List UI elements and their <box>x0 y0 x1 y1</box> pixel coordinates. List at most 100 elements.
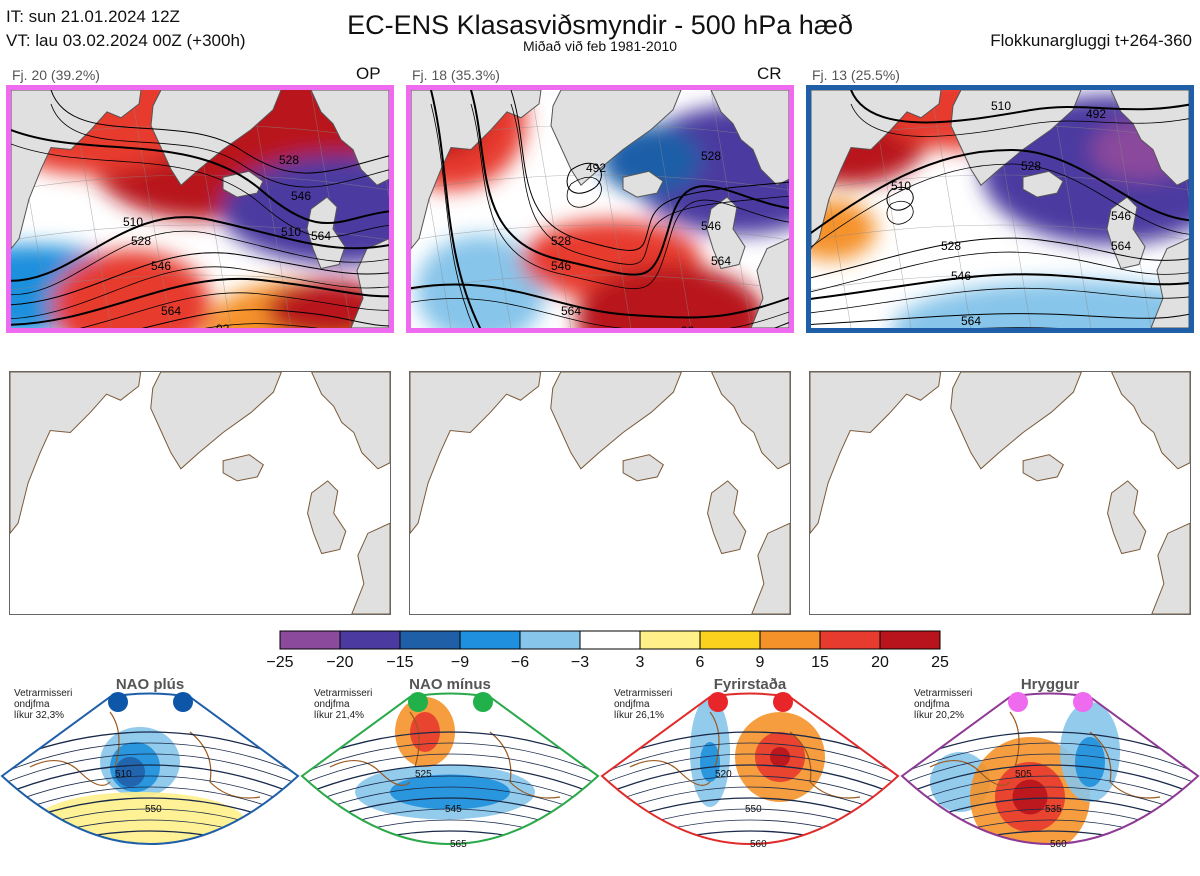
anomaly-map: 51052854651052854656456492 <box>11 90 389 328</box>
contour-label: 92 <box>681 324 695 328</box>
regime-anomaly <box>1010 851 1050 863</box>
contour-label: 510 <box>123 215 143 229</box>
landmass-britain <box>1107 480 1147 555</box>
height-contour <box>11 277 389 326</box>
landmass-canada <box>811 90 942 250</box>
parallel <box>11 274 389 291</box>
weather-regimes: NAO plús Vetrarmisseri ondjfma líkur 32,3% 5… <box>0 672 1200 871</box>
regime-panels: NAO plús Vetrarmisseri ondjfma líkur 32,3% 5… <box>0 676 1200 863</box>
landmass-europe <box>351 522 390 614</box>
regime-description: ondjfma <box>914 699 950 710</box>
regime-contour <box>302 742 598 779</box>
regime-title: Hryggur <box>1021 676 1080 693</box>
contour-label: 528 <box>701 149 721 163</box>
chart-title: EC-ENS Klasasviðsmyndir - 500 hPa hæð <box>347 10 853 40</box>
cluster-1-map: 51052854651052854656456492 <box>6 85 394 333</box>
landmass-scandinavia <box>1110 90 1189 186</box>
height-contour <box>50 90 389 174</box>
colorbar-bin <box>459 630 521 650</box>
regime-contour-label: 550 <box>745 804 762 815</box>
regime-anomaly <box>770 747 790 767</box>
regime-contour <box>602 775 898 812</box>
height-contour <box>11 216 389 282</box>
meridian <box>650 90 692 328</box>
contour-label: 510 <box>281 225 301 239</box>
height-contour <box>11 266 389 319</box>
height-contour <box>11 230 389 296</box>
meridian <box>130 90 172 328</box>
colorbar-bin <box>639 630 701 650</box>
colorbar-bin <box>699 630 761 650</box>
contour-label: 546 <box>701 219 721 233</box>
colorbar-bin <box>339 630 401 650</box>
meridian <box>930 90 972 328</box>
parallel <box>811 224 1189 241</box>
regime-description: líkur 26,1% <box>614 710 664 721</box>
contour-label: 528 <box>551 234 571 248</box>
landmass-iceland <box>1022 454 1064 482</box>
height-contour <box>11 252 389 306</box>
regime-contour <box>902 764 1198 801</box>
contour-label: 492 <box>1086 107 1106 121</box>
height-contour <box>510 103 789 265</box>
contour-label: 546 <box>151 259 171 273</box>
regime-dot <box>473 692 493 712</box>
colorbar-tick-label: 15 <box>811 654 829 671</box>
meridian <box>250 90 292 328</box>
colorbar-tick-label: 25 <box>931 654 949 671</box>
contour-label: 564 <box>961 314 981 328</box>
contour-label: 546 <box>1111 209 1131 223</box>
contour-label: 92 <box>216 322 230 328</box>
anomaly-area <box>221 155 389 265</box>
colorbar-tick-label: 6 <box>695 654 705 671</box>
landmass-canada <box>11 90 142 250</box>
regime-contour-label: 525 <box>415 769 432 780</box>
height-contour <box>811 148 1189 235</box>
classification-window: Flokkunargluggi t+264-360 <box>990 31 1192 50</box>
landmass-greenland <box>550 372 682 470</box>
contour-label: 564 <box>1111 239 1131 253</box>
blank-map-3 <box>809 371 1191 615</box>
parallel <box>811 174 1189 191</box>
regime-dot <box>773 692 793 712</box>
height-contour <box>566 177 602 208</box>
colorbar-bin <box>279 630 341 650</box>
regime-contour <box>902 753 1198 790</box>
regime-anomaly <box>390 774 510 810</box>
height-contour <box>886 186 914 211</box>
height-contour <box>886 201 914 225</box>
colorbar <box>279 630 941 650</box>
regime-contour <box>602 753 898 790</box>
regime-dot <box>108 692 128 712</box>
landmass-iceland <box>1022 170 1064 198</box>
landmass-iceland <box>622 454 664 482</box>
parallel <box>11 224 389 241</box>
colorbar-tick-label: 3 <box>635 654 645 671</box>
colorbar-bin <box>759 630 821 650</box>
chart-subtitle: Miðað við feb 1981-2010 <box>522 38 678 54</box>
height-contour <box>50 103 389 188</box>
height-contour <box>80 292 389 328</box>
regime-description: Vetrarmisseri <box>14 688 72 699</box>
blank-map-2 <box>409 371 791 615</box>
height-contour <box>411 283 789 319</box>
regime-title: Fyrirstaða <box>714 676 787 693</box>
contour-label: 528 <box>1021 159 1041 173</box>
regime-title: NAO mínus <box>409 676 491 693</box>
meridian <box>1050 90 1092 328</box>
regime-description: Vetrarmisseri <box>614 688 672 699</box>
colorbar-bin <box>819 630 881 650</box>
regime-title: NAO plús <box>116 676 184 693</box>
regime-contour <box>2 764 298 801</box>
height-contour <box>811 237 1189 279</box>
regime-description: líkur 32,3% <box>14 710 64 721</box>
contour-label: 564 <box>711 254 731 268</box>
landmass-greenland <box>150 372 282 470</box>
cluster-3-map: 492 510 510 528 528 546 546 564 564 <box>806 85 1194 333</box>
landmass-scandinavia <box>710 90 789 186</box>
landmass-britain <box>306 196 346 270</box>
landmass-europe <box>751 522 790 614</box>
regime-description: ondjfma <box>314 699 350 710</box>
